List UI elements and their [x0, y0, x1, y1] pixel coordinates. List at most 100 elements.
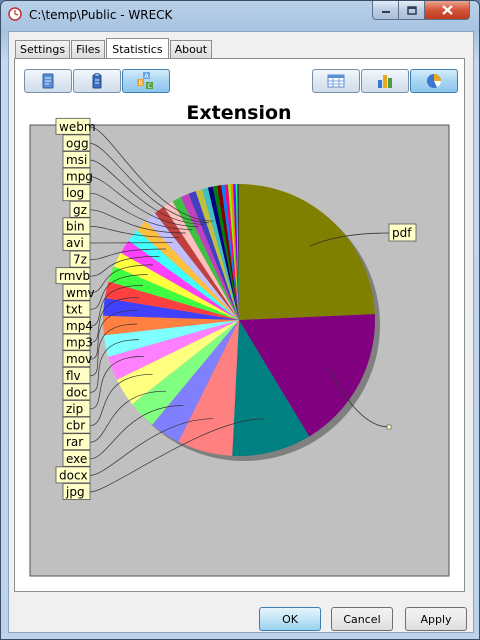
slice-label: zip: [66, 402, 83, 416]
pie-slice-rar[interactable]: [132, 320, 239, 425]
ok-button[interactable]: OK: [259, 607, 321, 631]
view-files-button[interactable]: [24, 69, 72, 93]
bar-chart-icon: [378, 75, 392, 88]
pie-slice-flv[interactable]: [103, 315, 239, 336]
pie-slice-exe[interactable]: [152, 320, 239, 442]
pie-slice-mp3[interactable]: [104, 281, 239, 320]
tab-statistics[interactable]: Statistics: [106, 38, 169, 59]
slice-label: mp4: [66, 319, 93, 333]
pie-slice-cbr[interactable]: [116, 320, 239, 405]
pie-chart-button[interactable]: [410, 69, 458, 93]
close-button[interactable]: [424, 1, 470, 20]
pie-slice[interactable]: [230, 184, 239, 320]
svg-text:B: B: [139, 80, 143, 87]
svg-text:A: A: [145, 73, 150, 80]
pie-slice-rmvb[interactable]: [128, 230, 239, 320]
slice-label: mp3: [66, 336, 93, 350]
pie-slice-wmv[interactable]: [120, 240, 239, 320]
bar-chart-button[interactable]: [361, 69, 409, 93]
leader-line: [89, 405, 184, 460]
slice-label-box: [62, 383, 91, 401]
leader-line: [89, 296, 140, 343]
pie-chart: Extension pdf jpg docx exe rar cbr zip doc flv mo…: [29, 102, 450, 577]
leader-line: [328, 368, 390, 428]
slice-label: rar: [66, 435, 83, 449]
pie-slice-mp4[interactable]: [108, 266, 239, 320]
pie-slice[interactable]: [237, 184, 239, 320]
statistics-panel: A B C: [14, 58, 465, 592]
pie-slice-ogg[interactable]: [195, 189, 239, 320]
pie-slice-msi[interactable]: [188, 191, 239, 320]
slice-label-box: [62, 151, 91, 168]
slice-label-box: [62, 416, 91, 434]
slice-label-box: [55, 466, 91, 484]
tab-settings[interactable]: Settings: [15, 40, 71, 58]
chart-area: Extension pdf jpg docx exe rar cbr zip doc flv mo…: [24, 97, 455, 585]
pie-slice-avi[interactable]: [145, 213, 239, 320]
pie-slice-webm[interactable]: [202, 187, 239, 320]
pie-slice-7z[interactable]: [137, 220, 239, 320]
pie-slice-zip[interactable]: [108, 320, 239, 380]
maximize-button[interactable]: [398, 1, 425, 20]
slice-label-box: [62, 283, 91, 301]
slice-label: avi: [66, 236, 84, 250]
view-types-button[interactable]: [73, 69, 121, 93]
pie-slice-pdf[interactable]: [239, 184, 375, 320]
dialog-body: Settings Files Statistics About: [8, 31, 474, 633]
apply-button[interactable]: Apply: [405, 607, 467, 631]
tab-about[interactable]: About: [169, 40, 213, 58]
pie-slice-jpg[interactable]: [232, 320, 310, 456]
leader-line: [89, 323, 138, 377]
leader-line: [89, 418, 264, 493]
pie-slice[interactable]: [221, 184, 239, 320]
pie-slice[interactable]: [217, 185, 239, 320]
slice-label: flv: [66, 369, 81, 383]
pie-chart-icon: [427, 74, 441, 88]
abc-sort-icon: A B C: [137, 72, 153, 90]
pie-slice[interactable]: [212, 185, 239, 320]
pie-slice[interactable]: [224, 184, 239, 320]
table-view-button[interactable]: [312, 69, 360, 93]
pie-slice[interactable]: [235, 184, 239, 320]
tab-files[interactable]: Files: [71, 40, 106, 58]
slice-label: webm: [59, 120, 96, 134]
pie-slice-docx[interactable]: [178, 320, 239, 456]
pie-slice-txt[interactable]: [114, 252, 239, 320]
slice-label-box: [62, 217, 91, 235]
pie-slice-mpg[interactable]: [180, 193, 239, 320]
file-type-icon: [92, 73, 102, 89]
title-bar[interactable]: C:\temp\Public - WRECK: [1, 1, 479, 29]
slice-label: mov: [66, 352, 92, 366]
slice-label-box: [62, 234, 91, 251]
slice-label: wmv: [66, 286, 95, 300]
minimize-button[interactable]: [372, 1, 399, 20]
pie-slice[interactable]: [207, 186, 239, 320]
pie-slice-mov[interactable]: [103, 298, 239, 320]
slice-label: txt: [66, 302, 83, 316]
slice-label-box: [62, 350, 91, 368]
slice-label: rmvb: [59, 269, 90, 283]
slice-label-box: [62, 366, 91, 384]
pie-slice[interactable]: [239, 314, 375, 437]
slice-label: docx: [59, 468, 88, 482]
pie-slice[interactable]: [227, 184, 239, 320]
pie-slice[interactable]: [233, 184, 239, 320]
slice-label-box: [388, 223, 417, 242]
leader-line: [89, 274, 148, 310]
pie-slice-log[interactable]: [172, 197, 239, 320]
cancel-button[interactable]: Cancel: [331, 607, 393, 631]
slice-label: doc: [66, 385, 88, 399]
minimize-icon: [381, 11, 390, 13]
leader-line: [309, 232, 390, 247]
pie-slice-gz[interactable]: [163, 201, 239, 320]
view-extensions-button[interactable]: A B C: [122, 69, 170, 93]
slice-label: jpg: [65, 485, 85, 499]
slice-label-box: [62, 400, 91, 417]
pie-slice-bin[interactable]: [154, 206, 239, 320]
leader-line: [89, 285, 144, 327]
leader-line: [89, 226, 180, 238]
slice-label-box: [55, 117, 91, 135]
pie-slice-doc[interactable]: [103, 320, 239, 357]
svg-text:C: C: [148, 83, 152, 90]
